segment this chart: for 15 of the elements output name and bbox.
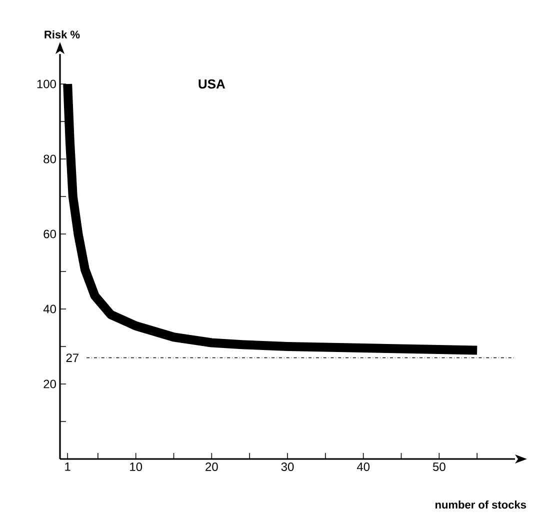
x-tick-label: 50: [432, 462, 446, 472]
x-tick-label: 20: [206, 462, 218, 472]
text: USA: [198, 79, 226, 89]
y-tick-label: 60: [44, 230, 56, 238]
x-tick-label: 10: [130, 462, 142, 472]
x-axis-title: number of stocks: [436, 500, 526, 509]
y-tick-label: 40: [43, 304, 56, 314]
x-tick-label: 40: [356, 462, 370, 472]
y-tick-label: 100: [37, 80, 56, 88]
y-tick-label: 80: [44, 154, 56, 164]
x-tick-label: 1: [65, 462, 70, 471]
x-tick-label: 30: [281, 462, 294, 472]
ref-line-label: 27: [66, 354, 78, 362]
y-axis-title: Risk %: [44, 30, 80, 38]
y-tick-label: 20: [44, 380, 56, 388]
